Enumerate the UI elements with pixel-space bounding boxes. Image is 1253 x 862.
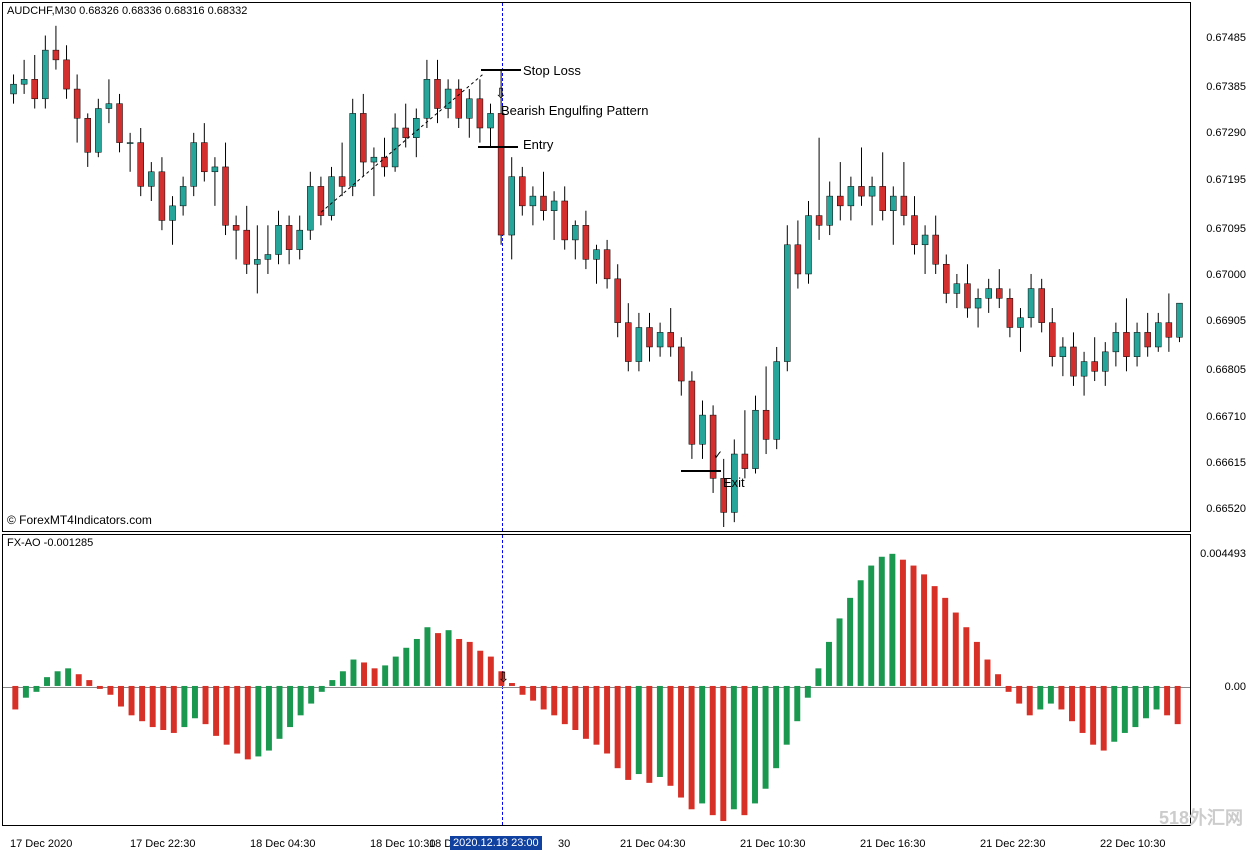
indicator-axis: 0.004493 0.00 <box>1192 535 1250 825</box>
marker-line <box>681 470 721 472</box>
price-tick: 0.66710 <box>1206 411 1246 423</box>
price-tick: 0.66805 <box>1206 364 1246 376</box>
time-tick: 18 Dec 10:30 <box>370 838 435 850</box>
time-tick: 30 <box>558 838 570 850</box>
price-tick: 0.67290 <box>1206 127 1246 139</box>
price-tick: 0.67095 <box>1206 223 1246 235</box>
time-tick: 21 Dec 16:30 <box>860 838 925 850</box>
time-tick: 17 Dec 2020 <box>10 838 72 850</box>
time-tick: 21 Dec 10:30 <box>740 838 805 850</box>
ao-bars: ⇩ <box>3 535 1190 825</box>
ao-indicator-chart[interactable]: FX-AO -0.001285 ⇩ 0.0044930.00 <box>2 534 1191 826</box>
chart-annotation: Entry <box>523 137 553 152</box>
svg-text:⇩: ⇩ <box>498 669 510 685</box>
marker-line <box>481 69 521 71</box>
price-axis: 0.67485 0.67385 0.67290 0.67195 0.67095 0.670… <box>1192 3 1250 531</box>
check-icon: ✓ <box>713 448 723 462</box>
price-tick: 0.67485 <box>1206 32 1246 44</box>
time-axis: 17 Dec 2020 17 Dec 22:30 18 Dec 04:30 18 De… <box>2 830 1191 860</box>
price-tick: 0.66615 <box>1206 457 1246 469</box>
candlestick-series <box>3 3 1190 531</box>
chart-annotation: Exit <box>723 475 745 490</box>
indicator-tick: 0.00 <box>1225 681 1246 693</box>
chart-annotation: Bearish Engulfing Pattern <box>501 103 648 118</box>
time-tick: 21 Dec 04:30 <box>620 838 685 850</box>
chart-annotation: Stop Loss <box>523 63 581 78</box>
arrow-down-icon: ⇩ <box>495 85 507 102</box>
time-tick: 22 Dec 10:30 <box>1100 838 1165 850</box>
copyright-text: © ForexMT4Indicators.com <box>7 513 152 527</box>
price-tick: 0.66905 <box>1206 315 1246 327</box>
price-chart[interactable]: AUDCHF,M30 0.68326 0.68336 0.68316 0.683… <box>2 2 1191 532</box>
marker-line <box>478 146 518 148</box>
price-tick: 0.67195 <box>1206 174 1246 186</box>
price-tick: 0.67385 <box>1206 81 1246 93</box>
time-tick: 18 Dec 04:30 <box>250 838 315 850</box>
time-tick: 21 Dec 22:30 <box>980 838 1045 850</box>
price-tick: 0.67000 <box>1206 269 1246 281</box>
time-tick: 2020.12.18 23:00 <box>450 836 542 850</box>
time-tick: 17 Dec 22:30 <box>130 838 195 850</box>
price-tick: 0.66520 <box>1206 503 1246 515</box>
indicator-tick: 0.004493 <box>1200 548 1246 560</box>
watermark-text: 518外汇网 <box>1159 804 1243 830</box>
